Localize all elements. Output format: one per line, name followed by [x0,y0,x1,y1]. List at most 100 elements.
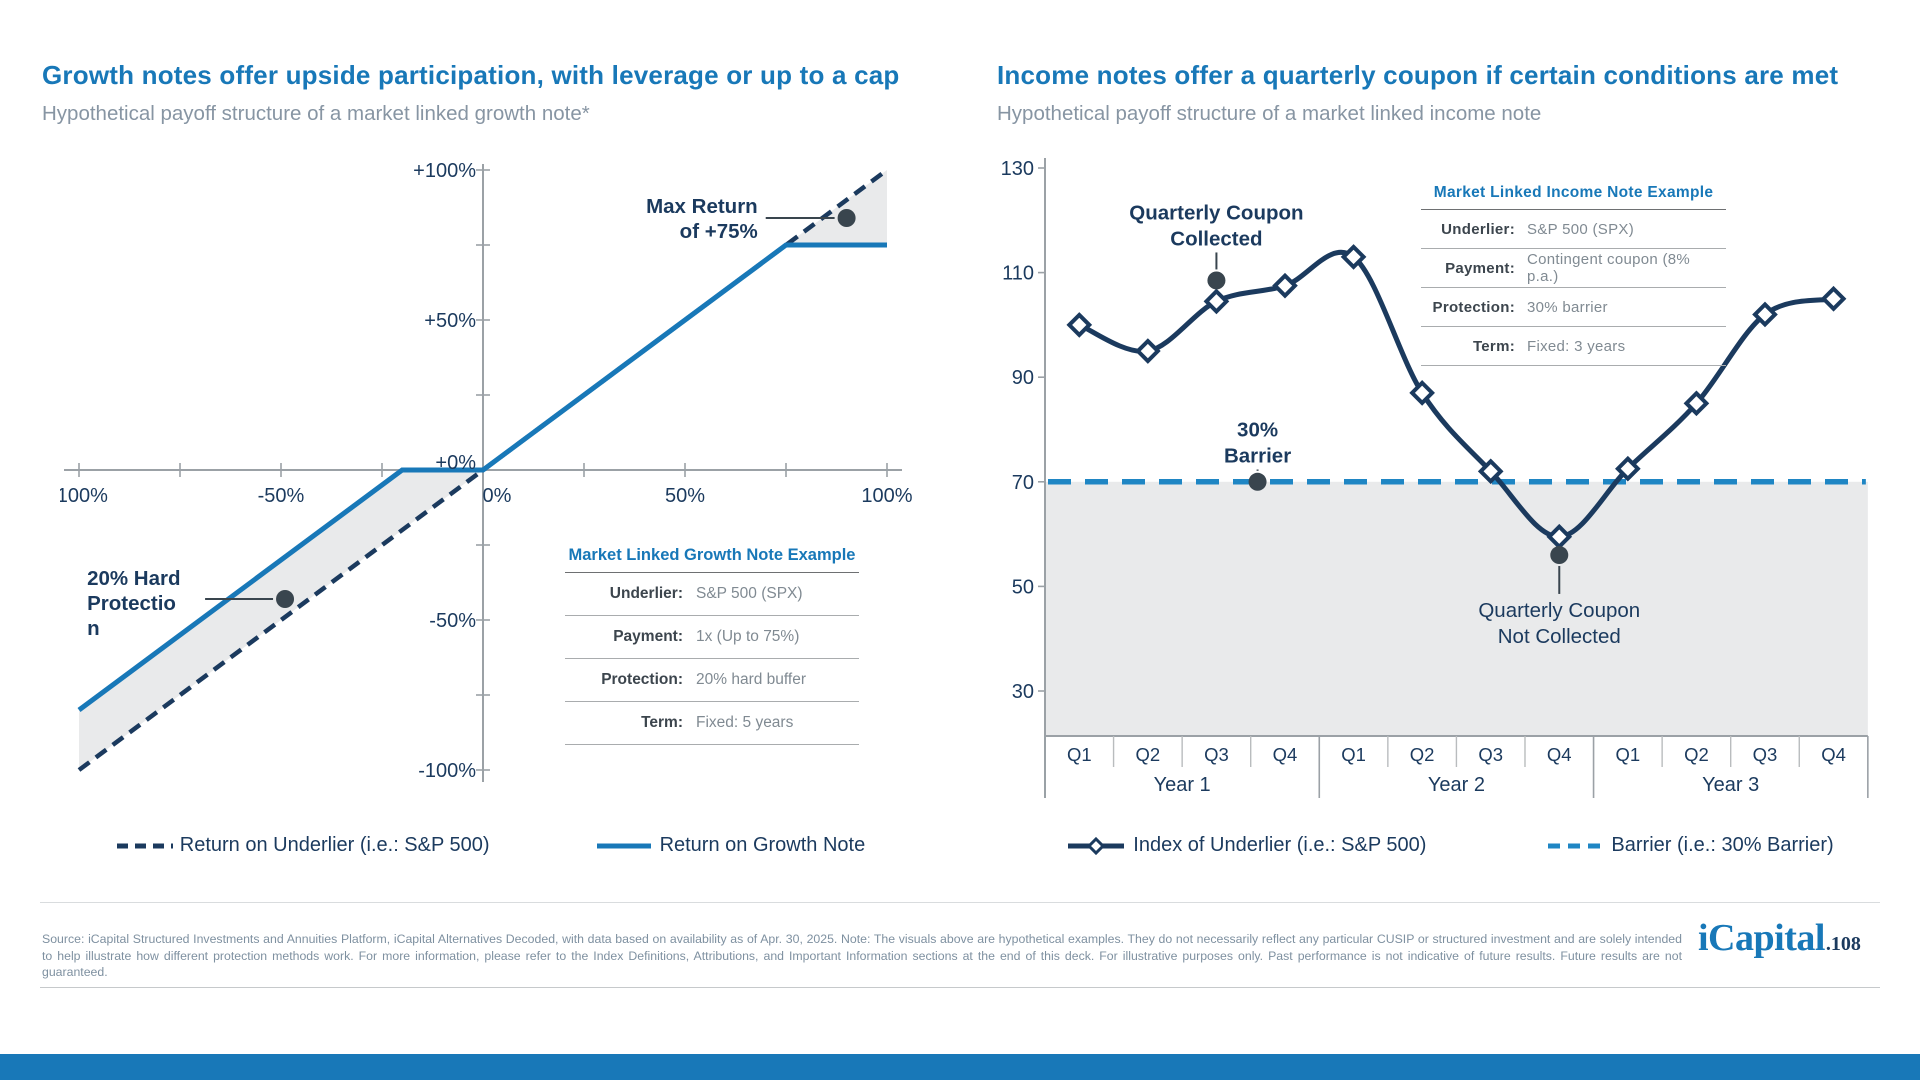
growth-panel-subtitle: Hypothetical payoff structure of a marke… [42,102,590,125]
y-axis-label: -50% [429,610,476,632]
spec-value: S&P 500 (SPX) [696,585,803,602]
index-point-marker [1203,288,1230,315]
growth-spec-table-title: Market Linked Growth Note Example [565,546,859,573]
quarter-label: Q2 [1136,744,1161,765]
y-axis-label: -100% [418,760,476,782]
y-axis-label: 110 [1002,263,1034,285]
y-axis-label: 90 [1012,367,1034,389]
legend-label: Return on Growth Note [659,834,866,856]
spec-label: Payment: [613,628,683,645]
income-chart-legend: Index of Underlier (i.e.: S&P 500) Barri… [1000,834,1900,857]
income-spec-table-title: Market Linked Income Note Example [1421,184,1726,210]
legend-item-underlier-return: Return on Underlier (i.e.: S&P 500) [115,834,490,857]
y-axis-label: 30 [1012,681,1034,703]
growth-note-spec-table: Market Linked Growth Note Example Underl… [565,546,859,745]
quarter-label: Q1 [1616,744,1641,765]
x-axis-label: 50% [665,485,705,507]
footer-bottom-divider [40,987,1880,988]
legend-item-barrier: Barrier (i.e.: 30% Barrier) [1546,834,1834,857]
annotation-text: Protectio [87,592,176,615]
y-axis-label: 70 [1012,472,1034,494]
legend-label: Index of Underlier (i.e.: S&P 500) [1133,834,1427,856]
table-row: Underlier: S&P 500 (SPX) [1421,210,1726,249]
spec-label: Protection: [601,671,683,688]
dashed-lightblue-line-swatch-icon [1548,843,1605,848]
spec-label: Payment: [1445,259,1515,277]
footer-disclaimer: Source: iCapital Structured Investments … [42,932,1682,980]
dashed-navy-line-swatch-icon [116,843,173,848]
spec-label: Underlier: [609,585,683,602]
icapital-logo: iCapital .108 [1698,916,1861,960]
x-axis-label: 100% [861,485,912,507]
navy-line-diamond-swatch-icon [1068,836,1125,855]
annotation-dot [1550,546,1569,565]
table-row: Term: Fixed: 5 years [565,702,859,745]
index-point-marker [1340,244,1367,270]
x-axis-label: 0% [483,485,512,507]
annotation-text: n [87,617,100,640]
spec-value: Contingent coupon (8% p.a.) [1527,251,1691,285]
index-point-marker [1477,458,1504,485]
legend-item-growth-note-return: Return on Growth Note [595,834,866,857]
table-row: Payment: 1x (Up to 75%) [565,616,859,659]
quarter-label: Q4 [1821,744,1846,765]
annotation-dot [1207,271,1226,290]
x-axis-label: -50% [258,485,305,507]
logo-page-number: .108 [1825,933,1861,955]
x-axis-label: -100% [60,485,108,507]
table-row: Term: Fixed: 3 years [1421,327,1726,366]
growth-panel-title: Growth notes offer upside participation,… [42,60,900,90]
index-point-marker [1409,380,1435,406]
income-payoff-chart: 130 110 90 70 50 30 Q1 Q2 Q3 Q4 Q1 Q2 Q3 Q4 Q1 Q2 Q3 Q4 Ye… [1001,158,1869,798]
annotation-text: Max Return [646,195,758,218]
spec-value: 20% hard buffer [696,671,807,688]
table-row: Underlier: S&P 500 (SPX) [565,573,859,616]
quarter-label: Q2 [1410,744,1435,765]
annotation-text: 20% Hard [87,567,180,590]
y-axis-label: +0% [435,452,476,474]
spec-label: Protection: [1432,298,1515,316]
quarter-label: Q3 [1204,744,1229,765]
annotation-text: of +75% [680,220,758,243]
income-panel-title: Income notes offer a quarterly coupon if… [997,60,1839,90]
index-point-marker [1615,455,1641,482]
quarter-label: Q3 [1478,744,1503,765]
quarter-label: Q1 [1067,744,1092,765]
legend-label: Return on Underlier (i.e.: S&P 500) [179,834,490,856]
index-point-marker [1135,338,1161,364]
spec-value: 30% barrier [1527,298,1608,316]
legend-item-underlier-index: Index of Underlier (i.e.: S&P 500) [1066,834,1426,857]
spec-value: S&P 500 (SPX) [1527,220,1635,238]
income-panel-subtitle: Hypothetical payoff structure of a marke… [997,102,1542,125]
footer-top-divider [40,902,1880,903]
income-note-spec-table: Market Linked Income Note Example Underl… [1421,184,1726,366]
index-point-marker [1066,312,1093,338]
annotation-text: Collected [1170,227,1262,250]
spec-label: Term: [1472,337,1515,355]
annotation-dot [1248,472,1267,491]
quarter-label: Q3 [1753,744,1778,765]
quarter-label: Q1 [1341,744,1366,765]
below-barrier-shade [1045,481,1868,736]
year-label: Year 2 [1428,774,1485,796]
spec-value: 1x (Up to 75%) [696,628,800,645]
spec-value: Fixed: 3 years [1527,337,1626,355]
annotation-text: Barrier [1224,445,1291,468]
buffer-zone-shade [79,470,483,770]
quarter-label: Q4 [1273,744,1298,765]
growth-chart-legend: Return on Underlier (i.e.: S&P 500) Retu… [60,834,920,857]
growth-payoff-chart: -100% -50% 0% 50% 100% +100% +50% +0% -50% -100% M… [60,160,913,782]
annotation-dot [837,209,856,227]
logo-brand-text: iCapital [1698,917,1825,959]
annotation-text: Quarterly Coupon [1478,599,1640,622]
y-axis-label: +100% [413,160,476,182]
legend-label: Barrier (i.e.: 30% Barrier) [1611,834,1834,856]
annotation-text: Not Collected [1498,625,1621,648]
table-row: Protection: 20% hard buffer [565,659,859,702]
growth-note-return-line [77,242,887,713]
y-axis-label: +50% [424,310,476,332]
annotation-text: Quarterly Coupon [1129,201,1303,224]
solid-blue-line-swatch-icon [596,843,651,848]
spec-label: Term: [641,714,683,731]
